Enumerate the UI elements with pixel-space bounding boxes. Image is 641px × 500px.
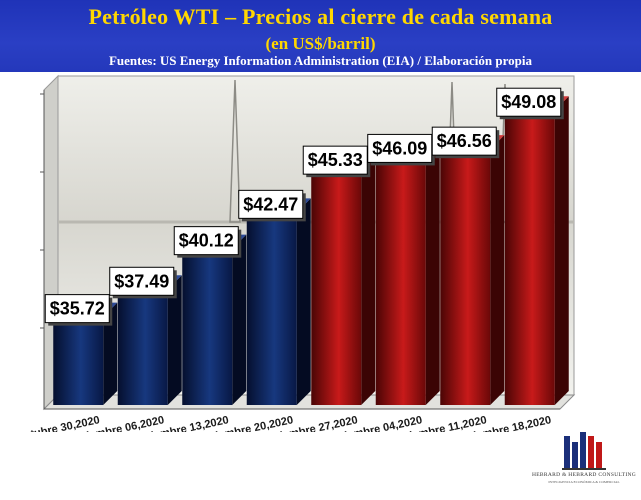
chart-title: Petróleo WTI – Precios al cierre de cada… (88, 4, 553, 29)
chart-source: Fuentes: US Energy Information Administr… (108, 53, 532, 68)
bar-side (361, 154, 376, 405)
bar (246, 212, 297, 405)
value-label-box (44, 294, 110, 324)
hh-logo-icon (562, 432, 606, 470)
value-label-box (496, 87, 562, 117)
value-label-box (431, 126, 497, 156)
bar (504, 110, 555, 406)
bar (117, 289, 168, 405)
value-label-box (367, 133, 433, 163)
bar (375, 156, 426, 405)
bar-side (490, 135, 505, 405)
value-label: $46.09 (372, 138, 427, 158)
value-label: $42.47 (243, 194, 298, 214)
value-label: $35.72 (50, 299, 105, 319)
value-label: $45.33 (308, 150, 363, 170)
value-label: $37.49 (114, 271, 169, 291)
value-label: $40.12 (179, 231, 234, 251)
value-label-box (109, 266, 175, 296)
chart-header: Petróleo WTI – Precios al cierre de cada… (0, 0, 641, 72)
bar-side (425, 142, 440, 406)
chart-subtitle: (en US$/barril) (265, 34, 376, 53)
bar (440, 149, 491, 405)
derrick-icon (229, 79, 241, 223)
logo-name: HEBRARD & HEBRARD CONSULTING (532, 472, 636, 478)
bar (53, 316, 104, 405)
bar-side (232, 234, 247, 405)
value-label-box (173, 226, 239, 256)
bar-side (103, 302, 118, 405)
bar-side (167, 275, 182, 405)
bar-side (296, 198, 311, 405)
value-label: $49.08 (501, 92, 556, 112)
bar (311, 168, 362, 405)
value-label-box (238, 189, 304, 219)
bar-side (554, 96, 569, 406)
company-logo: HEBRARD & HEBRARD CONSULTING INTELIGENCI… (532, 430, 636, 496)
logo-tagline: INTELIGENCIA ECONÓMICA & COMERCIAL (548, 480, 620, 484)
bar (182, 248, 233, 405)
value-label: $46.56 (437, 131, 492, 151)
